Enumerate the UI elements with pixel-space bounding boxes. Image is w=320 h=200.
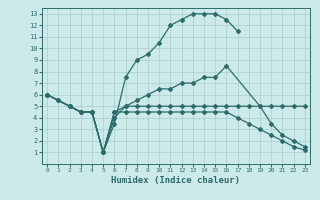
X-axis label: Humidex (Indice chaleur): Humidex (Indice chaleur): [111, 176, 241, 185]
